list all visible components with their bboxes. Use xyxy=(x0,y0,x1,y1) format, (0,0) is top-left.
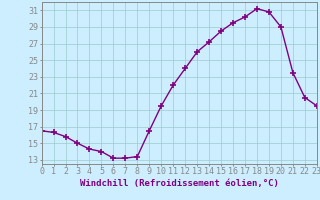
X-axis label: Windchill (Refroidissement éolien,°C): Windchill (Refroidissement éolien,°C) xyxy=(80,179,279,188)
